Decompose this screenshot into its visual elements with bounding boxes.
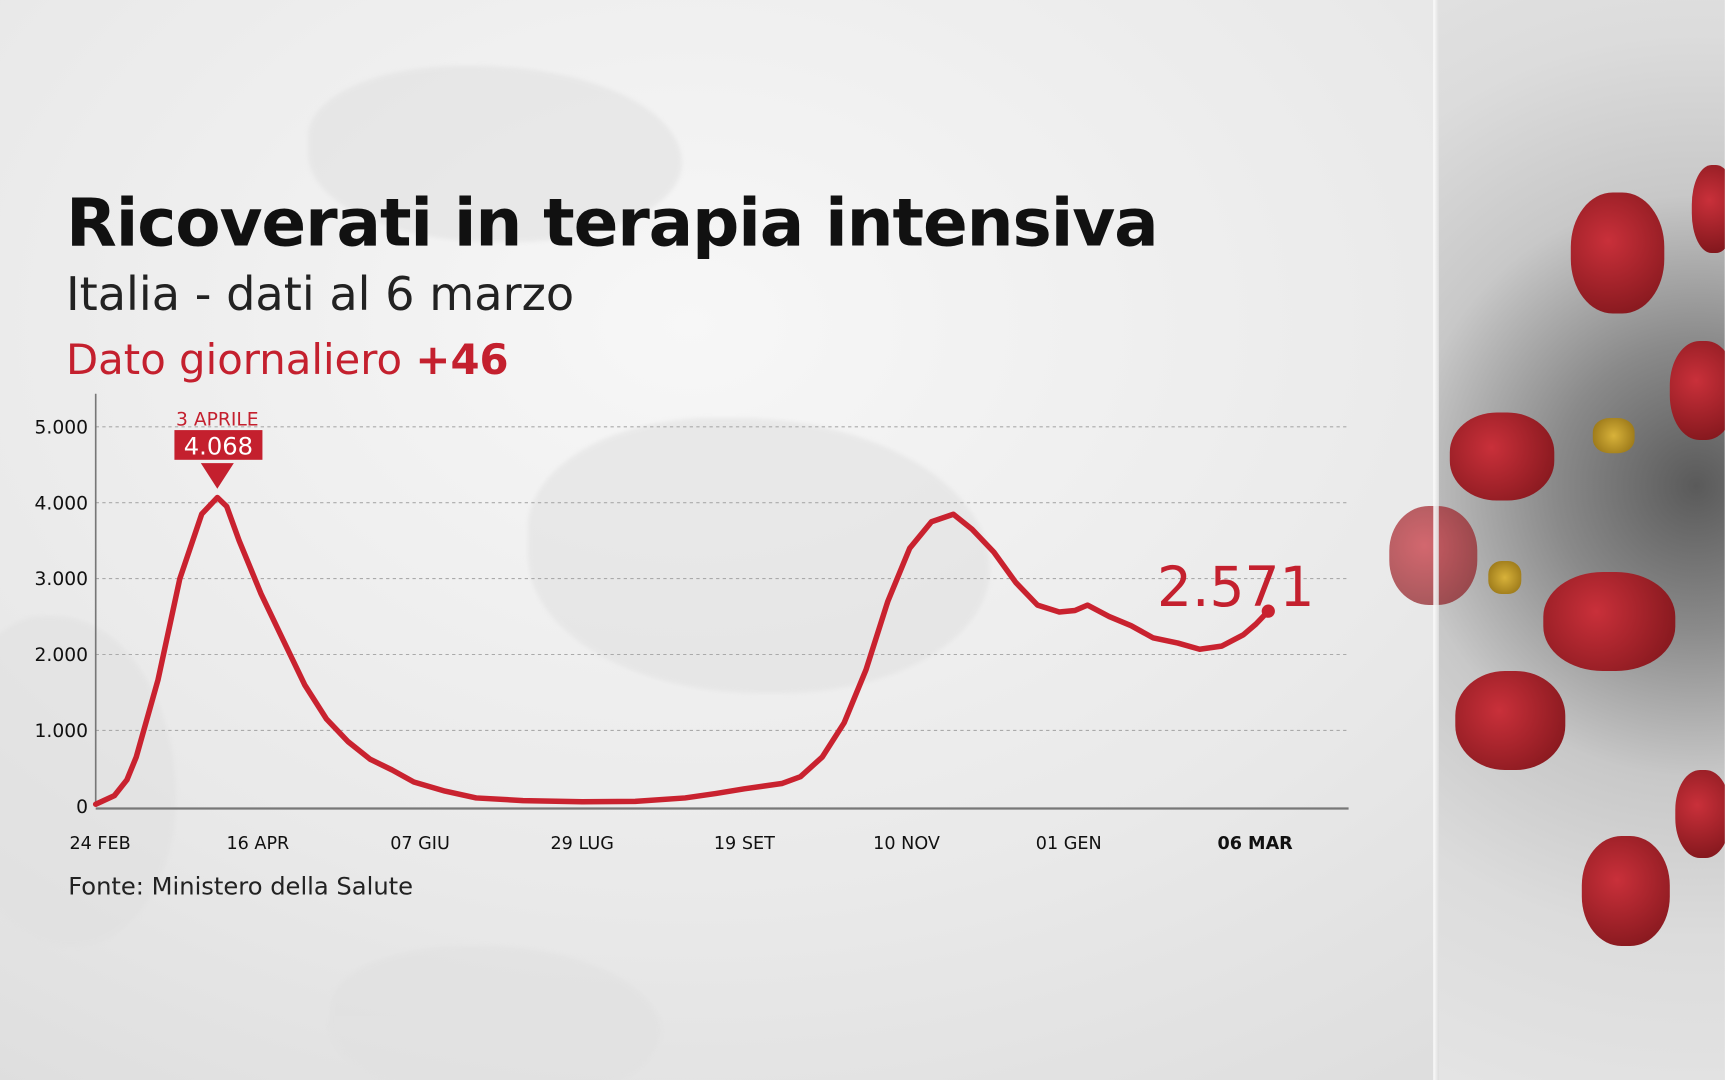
y-tick-label: 1.000: [35, 721, 89, 742]
peak-value-label: 4.068: [184, 432, 253, 460]
y-tick-label: 2.000: [35, 645, 89, 666]
x-tick-label: 10 NOV: [873, 834, 940, 854]
end-point: [1261, 604, 1275, 618]
y-tick-label: 3.000: [35, 569, 89, 590]
map-background: [528, 418, 990, 693]
source-note: Fonte: Ministero della Salute: [68, 873, 414, 901]
virus-image: [1389, 0, 1725, 1080]
y-tick-label: 4.000: [35, 493, 89, 514]
y-tick-label: 5.000: [35, 417, 89, 438]
x-tick-label: 19 SET: [714, 834, 775, 854]
chart-subtitle: Italia - dati al 6 marzo: [66, 267, 575, 322]
peak-marker-icon: [200, 463, 234, 489]
daily-value: +46: [415, 335, 509, 384]
x-tick-label: 01 GEN: [1036, 834, 1102, 854]
peak-date-label: 3 APRILE: [176, 410, 259, 431]
y-tick-label: 0: [76, 797, 88, 818]
divider: [1433, 0, 1439, 1080]
series-line: [92, 494, 1272, 807]
x-tick-label: 16 APR: [226, 834, 289, 854]
daily-label: Dato giornaliero: [66, 335, 403, 384]
end-value-label: 2.571: [1157, 555, 1314, 619]
chart-title: Ricoverati in terapia intensiva: [66, 184, 1159, 262]
x-tick-label: 07 GIU: [390, 834, 450, 854]
x-tick-label: 24 FEB: [69, 834, 130, 854]
peak-value-badge: [174, 430, 263, 460]
map-background: [308, 66, 682, 242]
daily-change: Dato giornaliero +46: [66, 336, 509, 384]
x-tick-label: 29 LUG: [550, 834, 613, 854]
x-tick-label: 06 MAR: [1217, 834, 1293, 854]
